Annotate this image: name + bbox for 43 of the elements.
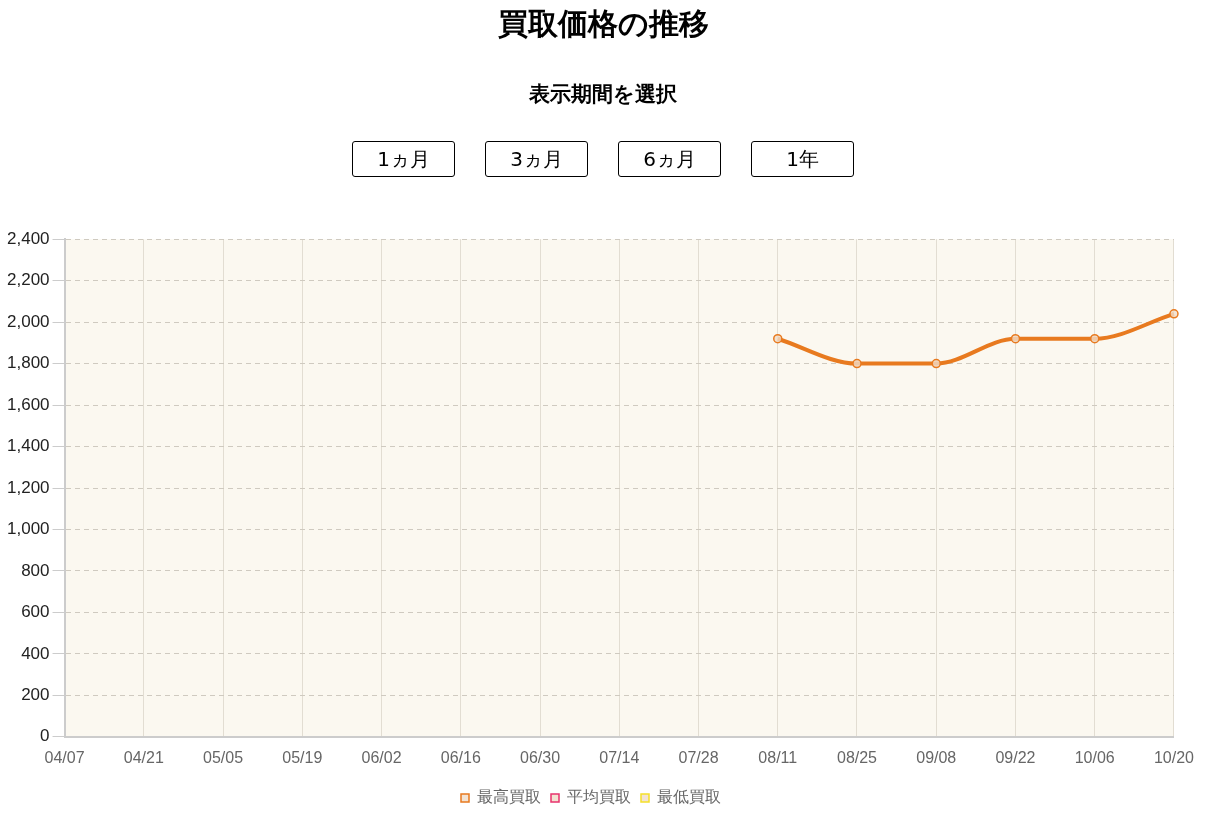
y-tick-label: 0	[40, 726, 50, 746]
x-tick-label: 04/21	[123, 748, 164, 766]
y-tick-label: 800	[21, 560, 50, 580]
x-tick-label: 09/22	[995, 748, 1036, 766]
y-tick-label: 1,600	[6, 394, 50, 414]
legend-label: 平均買取	[567, 787, 631, 807]
y-tick-label: 1,000	[6, 519, 50, 539]
chart-title: 買取価格の推移	[496, 5, 710, 43]
x-tick-label: 08/11	[758, 748, 798, 766]
x-tick-label: 05/19	[282, 748, 323, 766]
x-tick-label: 06/30	[519, 748, 561, 766]
legend-label: 最高買取	[477, 787, 541, 807]
y-tick-label: 2,000	[6, 311, 50, 331]
y-tick-label: 2,200	[6, 270, 50, 290]
y-tick-label: 1,400	[6, 436, 50, 456]
x-tick-label: 10/06	[1074, 748, 1115, 766]
text: 6ヵ月	[618, 141, 721, 177]
text: 1年	[751, 141, 854, 177]
point	[931, 358, 941, 369]
chart-subtitle: 表示期間を選択	[528, 81, 678, 108]
y-tick-label: 400	[21, 643, 50, 663]
y-tick-label: 600	[21, 602, 50, 622]
y-tick-label: 200	[21, 685, 50, 705]
x-tick-label: 09/08	[916, 748, 957, 766]
x-tick-label: 06/16	[440, 748, 481, 766]
x-tick-label: 06/02	[361, 748, 402, 766]
text: 3ヵ月	[485, 141, 588, 177]
legend-label: 最低買取	[657, 787, 721, 807]
point	[773, 333, 783, 344]
y-tick-label: 1,800	[6, 353, 50, 373]
x-tick-label: 04/07	[44, 748, 85, 766]
y-tick-label: 2,400	[6, 228, 50, 248]
x-tick-label: 05/05	[203, 748, 244, 766]
x-tick-label: 08/25	[836, 748, 878, 766]
x-tick-label: 07/14	[599, 748, 640, 766]
point	[852, 358, 862, 369]
x-tick-label: 10/20	[1153, 748, 1195, 766]
point	[1089, 333, 1100, 344]
point	[1169, 309, 1179, 319]
text: 1ヵ月	[352, 141, 455, 177]
x-tick-label: 07/28	[678, 748, 719, 766]
y-tick-label: 1,200	[6, 477, 50, 497]
point	[1010, 333, 1021, 344]
